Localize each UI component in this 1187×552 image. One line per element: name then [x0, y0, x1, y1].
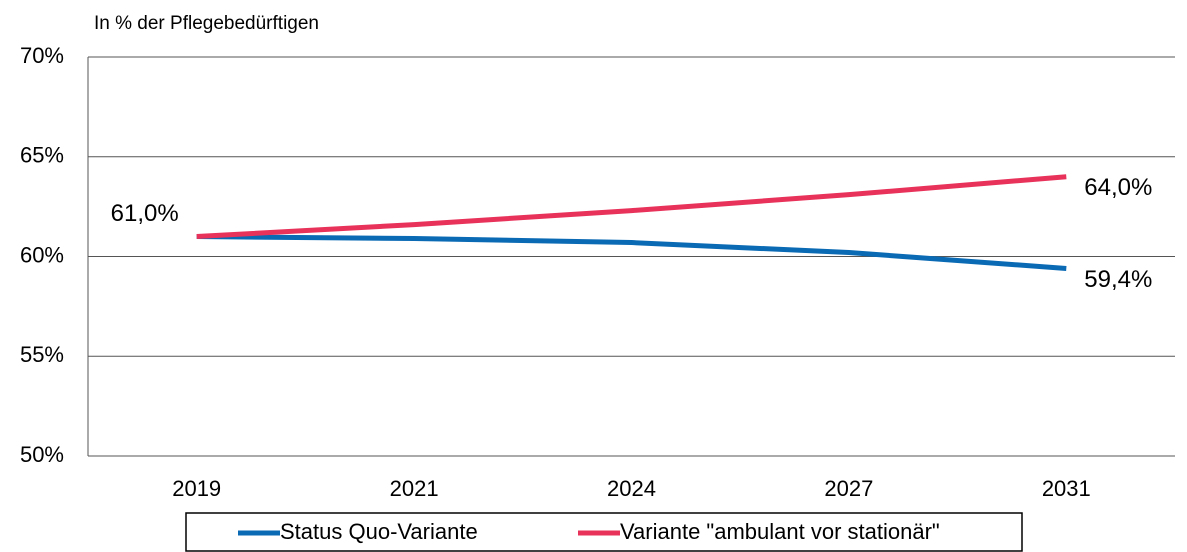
- y-tick-label: 50%: [20, 442, 64, 467]
- line: [196, 234, 1067, 271]
- x-tick-label: 2021: [390, 476, 439, 501]
- y-tick-label: 65%: [20, 143, 64, 168]
- data-label: 59,4%: [1084, 266, 1152, 293]
- data-label: 64,0%: [1084, 174, 1152, 201]
- x-tick-label: 2019: [172, 476, 221, 501]
- x-tick-label: 2027: [824, 476, 873, 501]
- legend-box: [185, 512, 1023, 552]
- y-tick-label: 55%: [20, 342, 64, 367]
- data-label: 61,0%: [111, 200, 179, 227]
- y-axis-label: In % der Pflegebedürftigen: [94, 13, 319, 34]
- line: [196, 174, 1067, 240]
- y-tick-label: 60%: [20, 242, 64, 267]
- y-tick-label: 70%: [20, 43, 64, 68]
- x-tick-label: 2024: [607, 476, 656, 501]
- legend-label: Status Quo-Variante: [280, 519, 478, 544]
- x-tick-label: 2031: [1042, 476, 1091, 501]
- legend-label: Variante "ambulant vor stationär": [620, 519, 940, 544]
